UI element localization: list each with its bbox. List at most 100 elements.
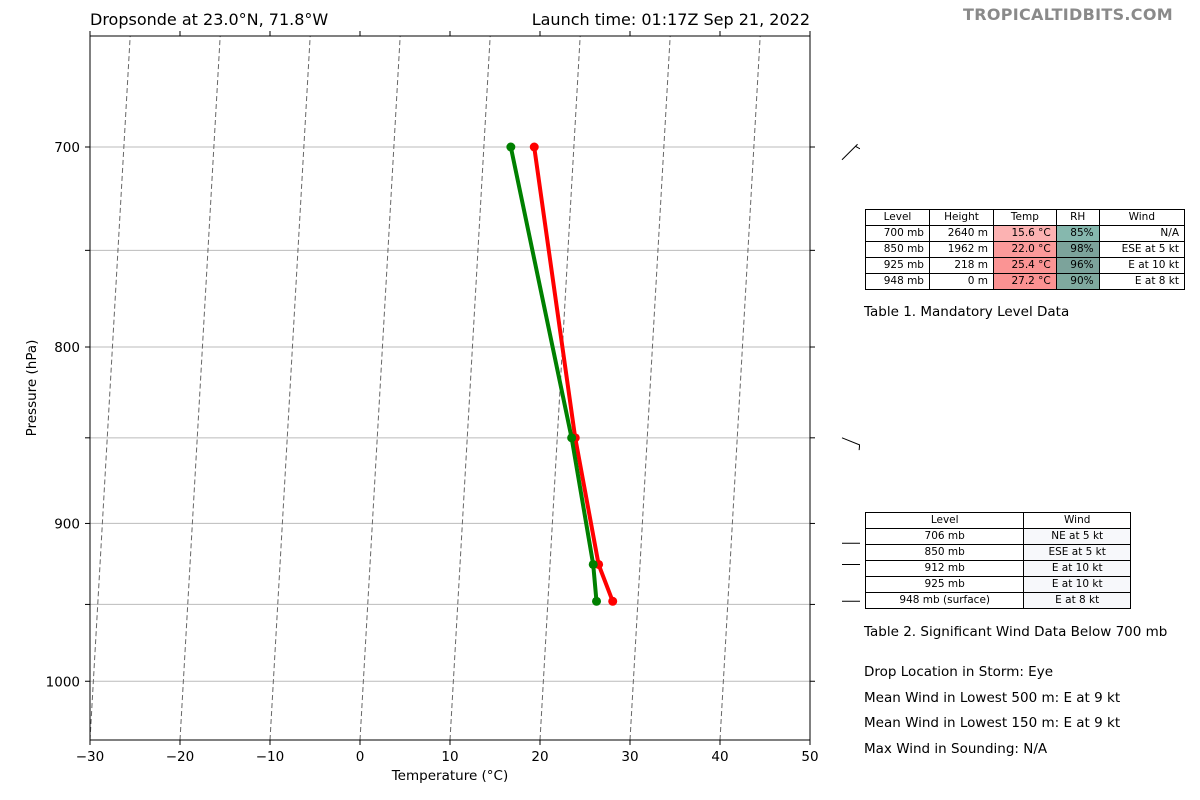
rh-cell: 85% [1055,225,1100,242]
isotherm-line [449,36,491,740]
wind-cell: ESE at 5 kt [1023,544,1131,561]
axis-ticks: −30 −20 −10 0 10 20 30 40 50 700 800 900 1000 [46,31,819,765]
temperature-point [608,596,618,606]
wind-cell: E at 10 kt [1023,576,1131,593]
significant-wind-table: Level Wind 706 mb NE at 5 kt 850 mb ESE … [864,512,1131,609]
temp-cell: 25.4 °C [992,257,1057,274]
height-cell: 1962 m [928,241,994,258]
table-header-cell: Level [864,512,1025,529]
wind-barb [842,563,860,565]
x-tick-label: 40 [711,749,728,765]
x-tick-label: −20 [166,749,195,765]
level-cell: 925 mb [865,257,930,274]
isotherm-line [719,36,761,740]
x-tick-label: 50 [801,749,818,765]
wind-cell: E at 8 kt [1098,273,1186,290]
max-wind-text: Max Wind in Sounding: N/A [864,741,1048,757]
profile-series [506,142,618,606]
table-row: 948 mb (surface) E at 8 kt [864,592,1131,609]
isotherm-line [269,36,311,740]
wind-barbs [841,143,860,602]
temperature-point [529,142,539,152]
barb-staff [841,143,858,161]
wind-cell: N/A [1098,225,1186,242]
isotherm-line [359,36,401,740]
level-cell: 912 mb [864,560,1025,577]
temp-cell: 27.2 °C [992,273,1057,290]
level-cell: 948 mb (surface) [864,592,1025,609]
x-tick-label: 20 [531,749,548,765]
mean-wind-150-text: Mean Wind in Lowest 150 m: E at 9 kt [864,715,1121,731]
chart-title-left: Dropsonde at 23.0°N, 71.8°W [90,10,329,29]
level-cell: 700 mb [865,225,930,242]
level-cell: 925 mb [864,576,1025,593]
pressure-gridlines [90,146,810,682]
wind-barb [842,542,860,544]
isotherm-lines [90,36,810,740]
table-row: 850 mb ESE at 5 kt [864,544,1131,561]
level-cell: 706 mb [864,528,1025,545]
y-tick-label: 900 [54,516,80,532]
temp-cell: 22.0 °C [992,241,1057,258]
height-cell: 0 m [928,273,994,290]
dewpoint-point [592,596,602,606]
isotherm-line [629,36,671,740]
wind-cell: ESE at 5 kt [1098,241,1186,258]
wind-cell: E at 10 kt [1098,257,1186,274]
dewpoint-point [567,433,577,443]
table-row: 925 mb E at 10 kt [864,576,1131,593]
plot-frame [89,35,811,741]
level-cell: 850 mb [865,241,930,258]
rh-cell: 90% [1055,273,1100,290]
x-tick-label: −30 [76,749,105,765]
isotherm-line [179,36,221,740]
rh-cell: 98% [1055,241,1100,258]
table-header-cell: Height [928,209,994,226]
y-tick-label: 1000 [46,674,80,690]
table1-caption: Table 1. Mandatory Level Data [864,304,1070,320]
table-header-cell: Level [865,209,930,226]
barb-half-flag [855,145,860,150]
height-cell: 2640 m [928,225,994,242]
table2-caption: Table 2. Significant Wind Data Below 700… [864,624,1168,640]
skewt-chart: −30 −20 −10 0 10 20 30 40 50 700 800 900 1000 Temper… [24,31,860,784]
temperature-line [532,146,615,603]
table-header-cell: RH [1055,209,1100,226]
table-row: 850 mb 1962 m 22.0 °C 98% ESE at 5 kt [865,241,1186,258]
wind-cell: NE at 5 kt [1023,528,1131,545]
rh-cell: 96% [1055,257,1100,274]
x-tick-label: −10 [256,749,285,765]
chart-title-right: Launch time: 01:17Z Sep 21, 2022 [531,10,810,29]
table-row: 925 mb 218 m 25.4 °C 96% E at 10 kt [865,257,1186,274]
table-row: 912 mb E at 10 kt [864,560,1131,577]
table-header-cell: Temp [992,209,1057,226]
temp-cell: 15.6 °C [992,225,1057,242]
drop-location-text: Drop Location in Storm: Eye [864,664,1054,680]
height-cell: 218 m [928,257,994,274]
x-tick-label: 30 [621,749,638,765]
dewpoint-point [506,142,516,152]
table-header-row: Level Height Temp RH Wind [865,209,1186,226]
y-tick-label: 800 [54,340,80,356]
table-row: 706 mb NE at 5 kt [864,528,1131,545]
table-header-cell: Wind [1098,209,1186,226]
wind-barb [841,437,860,451]
dewpoint-point [588,559,598,569]
table-row: 948 mb 0 m 27.2 °C 90% E at 8 kt [865,273,1186,290]
wind-barb [842,600,860,602]
y-axis-label: Pressure (hPa) [24,340,40,437]
level-cell: 850 mb [864,544,1025,561]
wind-barb [841,143,860,161]
isotherm-line [90,36,131,740]
site-watermark: TROPICALTIDBITS.COM [963,5,1173,24]
wind-cell: E at 10 kt [1023,560,1131,577]
barb-staff [841,437,860,446]
mandatory-level-table: Level Height Temp RH Wind 700 mb 2640 m … [865,209,1186,290]
isotherm-line [809,731,810,740]
table-header-row: Level Wind [864,512,1131,529]
y-tick-label: 700 [54,140,80,156]
wind-cell: E at 8 kt [1023,592,1131,609]
table-row: 700 mb 2640 m 15.6 °C 85% N/A [865,225,1186,242]
level-cell: 948 mb [865,273,930,290]
x-axis-label: Temperature (°C) [391,768,509,784]
